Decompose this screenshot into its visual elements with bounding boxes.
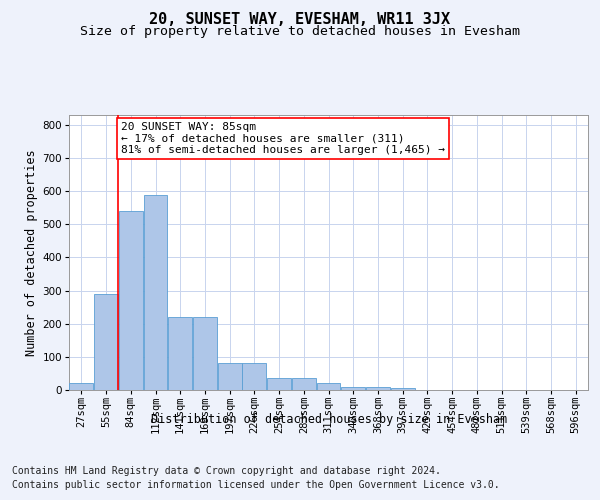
Bar — [218, 364, 242, 390]
Bar — [267, 378, 291, 390]
Y-axis label: Number of detached properties: Number of detached properties — [25, 149, 38, 356]
Bar — [366, 388, 390, 390]
Bar — [341, 386, 365, 390]
Bar — [168, 317, 192, 390]
Text: Contains HM Land Registry data © Crown copyright and database right 2024.: Contains HM Land Registry data © Crown c… — [12, 466, 441, 476]
Bar — [292, 378, 316, 390]
Text: Contains public sector information licensed under the Open Government Licence v3: Contains public sector information licen… — [12, 480, 500, 490]
Bar — [193, 317, 217, 390]
Bar — [119, 211, 143, 390]
Text: 20, SUNSET WAY, EVESHAM, WR11 3JX: 20, SUNSET WAY, EVESHAM, WR11 3JX — [149, 12, 451, 28]
Bar — [391, 388, 415, 390]
Bar — [70, 382, 94, 390]
Bar — [94, 294, 118, 390]
Bar — [317, 382, 340, 390]
Bar — [143, 194, 167, 390]
Text: 20 SUNSET WAY: 85sqm
← 17% of detached houses are smaller (311)
81% of semi-deta: 20 SUNSET WAY: 85sqm ← 17% of detached h… — [121, 122, 445, 155]
Text: Size of property relative to detached houses in Evesham: Size of property relative to detached ho… — [80, 25, 520, 38]
Text: Distribution of detached houses by size in Evesham: Distribution of detached houses by size … — [151, 412, 507, 426]
Bar — [242, 364, 266, 390]
